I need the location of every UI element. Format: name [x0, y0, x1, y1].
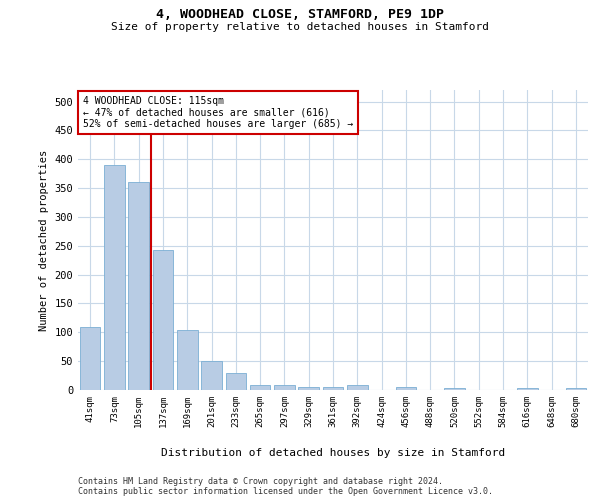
Bar: [177, 330, 197, 390]
Bar: [298, 387, 319, 390]
Bar: [128, 182, 149, 390]
Bar: [201, 361, 222, 390]
Bar: [566, 388, 586, 390]
Text: Contains public sector information licensed under the Open Government Licence v3: Contains public sector information licen…: [78, 488, 493, 496]
Text: 4 WOODHEAD CLOSE: 115sqm
← 47% of detached houses are smaller (616)
52% of semi-: 4 WOODHEAD CLOSE: 115sqm ← 47% of detach…: [83, 96, 353, 129]
Bar: [517, 388, 538, 390]
Text: Contains HM Land Registry data © Crown copyright and database right 2024.: Contains HM Land Registry data © Crown c…: [78, 478, 443, 486]
Y-axis label: Number of detached properties: Number of detached properties: [39, 150, 49, 330]
Text: 4, WOODHEAD CLOSE, STAMFORD, PE9 1DP: 4, WOODHEAD CLOSE, STAMFORD, PE9 1DP: [156, 8, 444, 20]
Bar: [395, 387, 416, 390]
Text: Size of property relative to detached houses in Stamford: Size of property relative to detached ho…: [111, 22, 489, 32]
Bar: [444, 388, 465, 390]
Bar: [104, 165, 125, 390]
Bar: [80, 326, 100, 390]
Bar: [226, 374, 246, 390]
Bar: [323, 386, 343, 390]
Bar: [250, 385, 271, 390]
Text: Distribution of detached houses by size in Stamford: Distribution of detached houses by size …: [161, 448, 505, 458]
Bar: [274, 386, 295, 390]
Bar: [347, 386, 368, 390]
Bar: [152, 250, 173, 390]
